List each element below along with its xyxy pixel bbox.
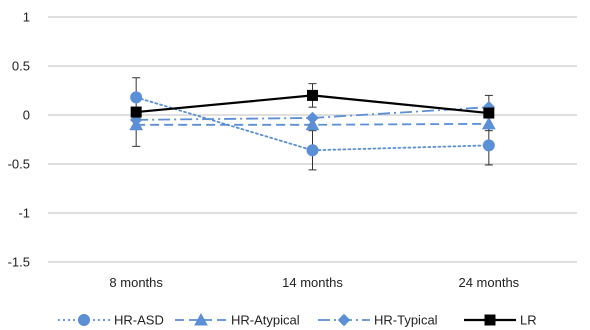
legend-marker [337,313,351,327]
x-tick-label: 8 months [109,275,163,290]
legend-item-hr-atypical: HR-Atypical [175,313,300,328]
y-tick-label: -0.5 [8,157,30,172]
legend-label: LR [520,313,537,328]
data-point-hr-atypical [481,116,496,130]
legend-marker [484,314,496,326]
data-point-hr-asd [306,144,319,157]
y-tick-label: 0.5 [12,59,30,74]
legend-item-hr-asd: HR-ASD [58,313,164,328]
data-point-lr [307,89,318,101]
data-point-hr-asd [482,139,495,152]
legend-label: HR-Typical [374,313,438,328]
data-point-lr [130,106,142,118]
series-markers [129,89,496,157]
y-tick-label: -1.5 [8,255,30,270]
data-point-hr-atypical [305,117,320,131]
x-tick-label: 24 months [458,275,519,290]
y-tick-label: -1 [18,206,30,221]
legend-item-hr-typical: HR-Typical [318,313,438,328]
y-tick-label: 1 [23,10,30,25]
y-tick-label: 0 [23,108,30,123]
legend-label: HR-Atypical [231,313,300,328]
data-point-hr-typical [306,111,319,125]
data-point-lr [483,107,495,119]
legend-label: HR-ASD [114,313,164,328]
x-axis-ticks: 8 months 14 months 24 months [109,275,519,290]
legend-marker [78,314,90,326]
legend-item-lr: LR [464,313,537,328]
x-tick-label: 14 months [282,275,343,290]
legend-marker [194,312,208,326]
y-axis-ticks: 1 0.5 0 -0.5 -1 -1.5 [8,10,30,270]
legend: HR-ASD HR-Atypical HR-Typical LR [58,313,537,328]
data-point-hr-asd [130,91,143,104]
